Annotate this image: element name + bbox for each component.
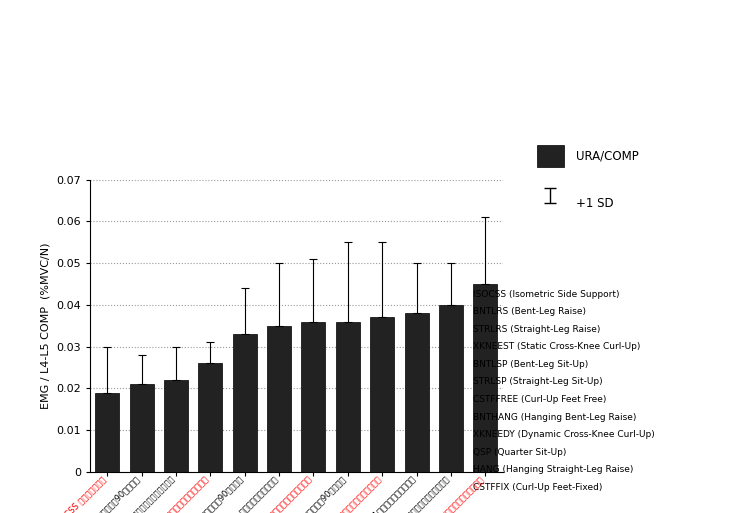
Bar <box>404 313 428 472</box>
Text: CSTFFIX (Curl-Up Feet-Fixed): CSTFFIX (Curl-Up Feet-Fixed) <box>473 483 603 491</box>
Text: BNTLSP (Bent-Leg Sit-Up): BNTLSP (Bent-Leg Sit-Up) <box>473 360 589 369</box>
Text: ISOCSS (Isometric Side Support): ISOCSS (Isometric Side Support) <box>473 290 620 299</box>
Text: URA/COMP: URA/COMP <box>576 149 638 163</box>
Text: STRLRS 仐臥位での脇上げ（伸縮）: STRLRS 仐臥位での脇上げ（伸縮） <box>103 475 176 513</box>
Text: CSTFFREE カールアップ（足固定なし）: CSTFFREE カールアップ（足固定なし） <box>230 475 314 513</box>
Bar <box>267 326 291 472</box>
Bar <box>95 392 119 472</box>
Text: STRLSP (Straight-Leg Sit-Up): STRLSP (Straight-Leg Sit-Up) <box>473 378 603 386</box>
Text: XKNEEST 膝を交差させた靜的なカールアップ: XKNEEST 膝を交差させた靜的なカールアップ <box>118 475 210 513</box>
Text: STRLRS (Straight-Leg Raise): STRLRS (Straight-Leg Raise) <box>473 325 601 334</box>
Text: HANG ぶらさがり両脇上げ（伸縮）: HANG ぶらさがり両脇上げ（伸縮） <box>379 475 451 513</box>
Text: CSTFFIX カールアップ（足固定あり）: CSTFFIX カールアップ（足固定あり） <box>407 475 485 513</box>
Bar <box>473 284 497 472</box>
Text: XKNEEDY カールアップ（膝交差）: XKNEEDY カールアップ（膝交差） <box>308 475 382 513</box>
Bar <box>130 384 154 472</box>
Bar <box>537 145 564 167</box>
Bar <box>439 305 463 472</box>
Text: HANG (Hanging Straight-Leg Raise): HANG (Hanging Straight-Leg Raise) <box>473 465 634 474</box>
Text: STRLSP シットアップ（伸縮）: STRLSP シットアップ（伸縮） <box>214 475 279 513</box>
Text: BNTLRS (Bent-Leg Raise): BNTLRS (Bent-Leg Raise) <box>473 307 586 317</box>
Text: BNTLSP シットアップ（膝90度屈曲）: BNTLSP シットアップ（膝90度屈曲） <box>164 475 244 513</box>
Text: BNTHANG (Hanging Bent-Leg Raise): BNTHANG (Hanging Bent-Leg Raise) <box>473 412 637 422</box>
Bar <box>198 363 222 472</box>
Text: BNTHANG ぶらさがり両脇上げ（膝90度屈曲）: BNTHANG ぶらさがり両脇上げ（膝90度屈曲） <box>249 475 348 513</box>
Text: CSTFFREE (Curl-Up Feet Free): CSTFFREE (Curl-Up Feet Free) <box>473 395 607 404</box>
Text: BNTLRS 仐臥位での脇上げ（膝90度屈曲）: BNTLRS 仐臥位での脇上げ（膝90度屈曲） <box>53 475 142 513</box>
Text: +1 SD: +1 SD <box>576 196 614 210</box>
Text: QSP (Quarter Sit-Up): QSP (Quarter Sit-Up) <box>473 447 567 457</box>
Bar <box>336 322 360 472</box>
Text: ISOCSS サイドブリッジ: ISOCSS サイドブリッジ <box>53 475 107 513</box>
Bar <box>302 322 326 472</box>
Text: XKNEEST (Static Cross-Knee Curl-Up): XKNEEST (Static Cross-Knee Curl-Up) <box>473 343 640 351</box>
Text: XKNEEDY (Dynamic Cross-Knee Curl-Up): XKNEEDY (Dynamic Cross-Knee Curl-Up) <box>473 430 655 439</box>
Text: QSP 4分の1シットアップ（伸縮）: QSP 4分の1シットアップ（伸縮） <box>346 475 416 513</box>
Bar <box>164 380 188 472</box>
Bar <box>370 318 394 472</box>
Bar <box>232 334 256 472</box>
Y-axis label: EMG / L4-L5 COMP  (%MVC/N): EMG / L4-L5 COMP (%MVC/N) <box>40 243 51 409</box>
